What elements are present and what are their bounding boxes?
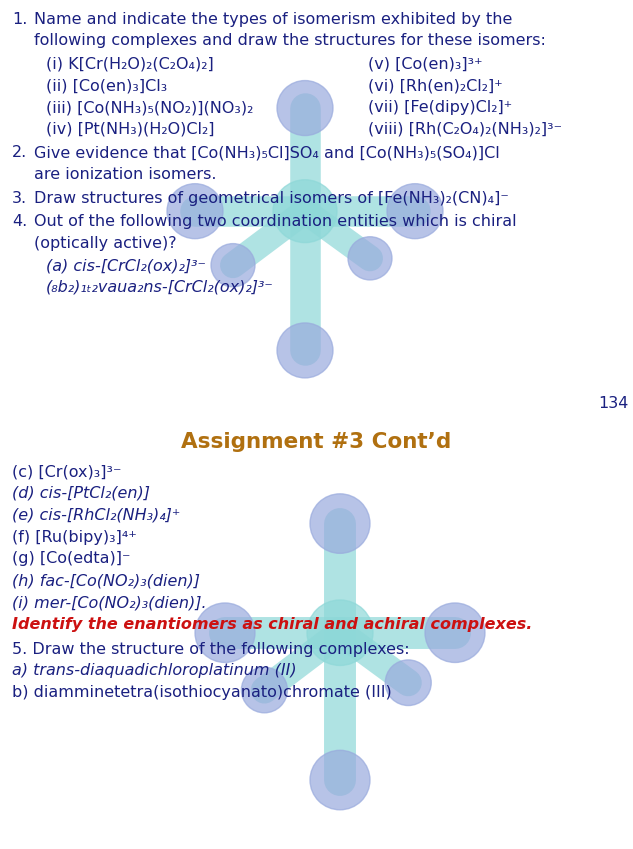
Text: Assignment #3 Cont’d: Assignment #3 Cont’d — [181, 432, 451, 453]
Text: are ionization isomers.: are ionization isomers. — [34, 167, 216, 182]
Circle shape — [310, 494, 370, 554]
Text: (₈b₂)₁ₜ₂vaua₂ns-[CrCl₂(ox)₂]³⁻: (₈b₂)₁ₜ₂vaua₂ns-[CrCl₂(ox)₂]³⁻ — [46, 280, 274, 295]
Text: (i) mer-[Co(NO₂)₃(dien)].: (i) mer-[Co(NO₂)₃(dien)]. — [12, 595, 206, 610]
Text: (f) [Ru(bipy)₃]⁴⁺: (f) [Ru(bipy)₃]⁴⁺ — [12, 530, 137, 544]
Text: (ii) [Co(en)₃]Cl₃: (ii) [Co(en)₃]Cl₃ — [46, 79, 167, 93]
Text: (v) [Co(en)₃]³⁺: (v) [Co(en)₃]³⁺ — [368, 57, 482, 72]
Circle shape — [241, 667, 287, 713]
Circle shape — [425, 603, 485, 662]
Text: following complexes and draw the structures for these isomers:: following complexes and draw the structu… — [34, 33, 546, 48]
Text: b) diamminetetra(isothiocyanato)chromate (III): b) diamminetetra(isothiocyanato)chromate… — [12, 685, 392, 700]
Text: 1.: 1. — [12, 12, 27, 27]
Circle shape — [273, 180, 337, 243]
Text: (g) [Co(edta)]⁻: (g) [Co(edta)]⁻ — [12, 551, 130, 566]
Text: 134: 134 — [598, 396, 629, 411]
Circle shape — [348, 237, 392, 280]
Text: (i) K[Cr(H₂O)₂(C₂O₄)₂]: (i) K[Cr(H₂O)₂(C₂O₄)₂] — [46, 57, 214, 72]
Circle shape — [385, 660, 431, 706]
Circle shape — [307, 600, 373, 666]
Text: (vi) [Rh(en)₂Cl₂]⁺: (vi) [Rh(en)₂Cl₂]⁺ — [368, 79, 503, 93]
Text: Name and indicate the types of isomerism exhibited by the: Name and indicate the types of isomerism… — [34, 12, 512, 27]
Text: 3.: 3. — [12, 190, 27, 205]
Text: Draw structures of geometrical isomers of [Fe(NH₃)₂(CN)₄]⁻: Draw structures of geometrical isomers o… — [34, 190, 509, 205]
Text: 2.: 2. — [12, 145, 27, 160]
Circle shape — [387, 183, 443, 239]
Text: (iv) [Pt(NH₃)(H₂O)Cl₂]: (iv) [Pt(NH₃)(H₂O)Cl₂] — [46, 121, 215, 137]
Circle shape — [277, 323, 333, 378]
Text: Out of the following two coordination entities which is chiral: Out of the following two coordination en… — [34, 214, 517, 229]
Circle shape — [211, 244, 255, 287]
Text: (iii) [Co(NH₃)₅(NO₂)](NO₃)₂: (iii) [Co(NH₃)₅(NO₂)](NO₃)₂ — [46, 100, 253, 115]
Text: 4.: 4. — [12, 214, 27, 229]
Circle shape — [277, 81, 333, 136]
Text: (h) fac-[Co(NO₂)₃(dien)]: (h) fac-[Co(NO₂)₃(dien)] — [12, 573, 200, 588]
Text: (vii) [Fe(dipy)Cl₂]⁺: (vii) [Fe(dipy)Cl₂]⁺ — [368, 100, 512, 115]
Text: Give evidence that [Co(NH₃)₅Cl]SO₄ and [Co(NH₃)₅(SO₄)]Cl: Give evidence that [Co(NH₃)₅Cl]SO₄ and [… — [34, 145, 499, 160]
Text: (d) cis-[PtCl₂(en)]: (d) cis-[PtCl₂(en)] — [12, 486, 150, 501]
Text: (optically active)?: (optically active)? — [34, 236, 177, 250]
Circle shape — [195, 603, 255, 662]
Text: (viii) [Rh(C₂O₄)₂(NH₃)₂]³⁻: (viii) [Rh(C₂O₄)₂(NH₃)₂]³⁻ — [368, 121, 562, 137]
Text: (a) cis-[CrCl₂(ox)₂]³⁻: (a) cis-[CrCl₂(ox)₂]³⁻ — [46, 258, 206, 273]
Text: (c) [Cr(ox)₃]³⁻: (c) [Cr(ox)₃]³⁻ — [12, 464, 122, 479]
Circle shape — [167, 183, 223, 239]
Text: Identify the enantiomers as chiral and achiral complexes.: Identify the enantiomers as chiral and a… — [12, 617, 532, 632]
Text: a) trans-diaquadichloroplatinum (II): a) trans-diaquadichloroplatinum (II) — [12, 663, 297, 678]
Text: (e) cis-[RhCl₂(NH₃)₄]⁺: (e) cis-[RhCl₂(NH₃)₄]⁺ — [12, 508, 180, 523]
Circle shape — [310, 751, 370, 810]
Text: 5. Draw the structure of the following complexes:: 5. Draw the structure of the following c… — [12, 642, 410, 656]
